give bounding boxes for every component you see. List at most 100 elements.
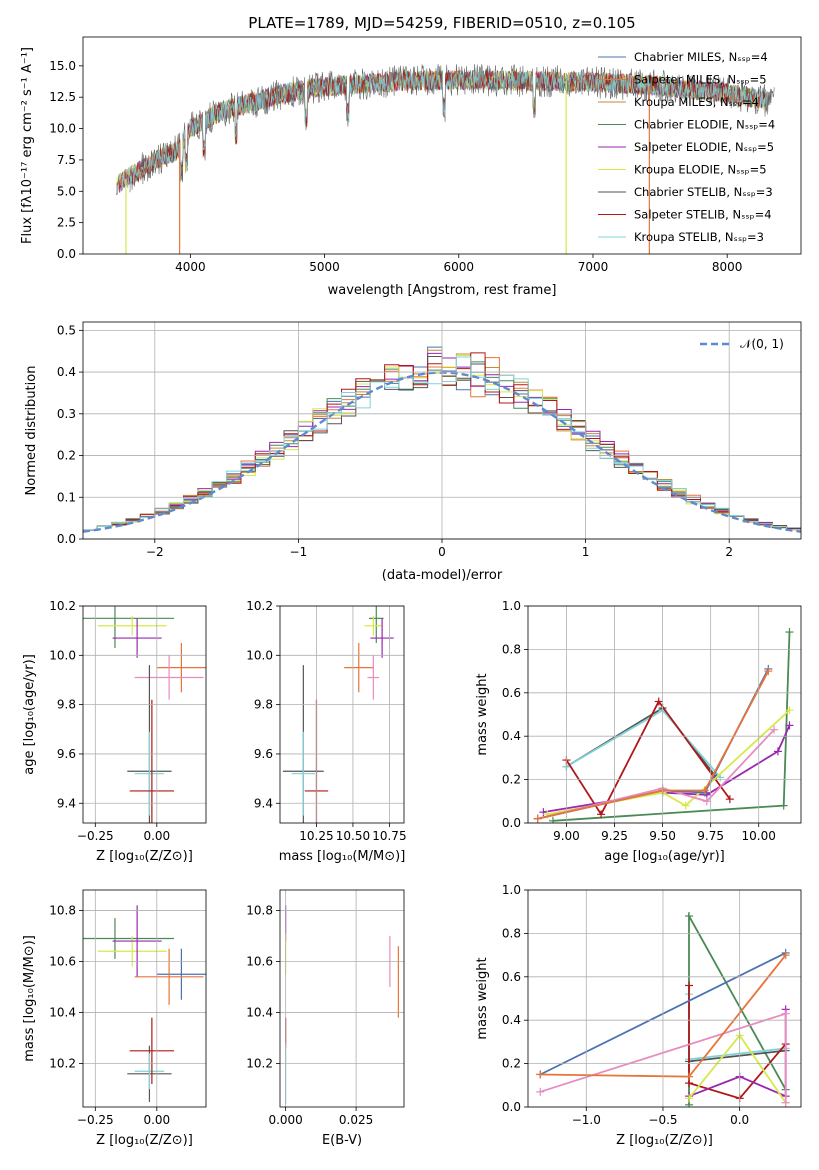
legend-entry: Salpeter MILES, Nₛₛₚ=5: [634, 73, 767, 87]
mass-weight-line: [537, 670, 770, 820]
x-tick-label: 9.25: [601, 829, 628, 843]
legend-entry: Kroupa STELIB, Nₛₛₚ=3: [634, 230, 764, 244]
y-tick-label: 7.5: [57, 153, 76, 167]
y-tick-label: 10.2: [246, 599, 273, 613]
legend-entry: Kroupa MILES, Nₛₛₚ=4: [634, 95, 759, 109]
y-tick-label: 1.0: [502, 883, 521, 897]
x-tick-label: −1.0: [572, 1113, 601, 1127]
x-tick-label: 10.50: [336, 829, 370, 843]
x-axis-label: wavelength [Angstrom, rest frame]: [328, 283, 557, 298]
y-tick-label: 9.8: [254, 698, 273, 712]
y-tick-label: 10.0: [49, 122, 76, 136]
x-tick-label: 0.025: [339, 1113, 373, 1127]
x-tick-label: 7000: [578, 260, 609, 274]
x-tick-label: −2: [146, 545, 164, 559]
y-axis-label: Normed distribution: [24, 366, 39, 496]
x-tick-label: −0.25: [77, 829, 114, 843]
mass-vs-extinction-panel: 0.000 0.025 10.2 10.4 10.6 10.8 E(B-V): [246, 889, 405, 1148]
plot-area: [83, 606, 206, 823]
age-vs-mass-panel: 10.25 10.50 10.75 9.4 9.6 9.8 10.0 10.2 mass [lo…: [246, 599, 406, 864]
y-tick-label: 0.2: [57, 449, 76, 463]
age-vs-metallicity-panel: −0.25 0.00 9.4 9.6 9.8 10.0 10.2 Z [log₁₀(Z/Z⊙)…: [22, 599, 207, 864]
y-tick-label: 9.4: [57, 796, 76, 810]
y-tick-label: 10.0: [246, 648, 273, 662]
y-tick-label: 10.2: [246, 1057, 273, 1071]
y-tick-label: 15.0: [49, 59, 76, 73]
x-axis-label: E(B-V): [322, 1133, 362, 1148]
legend-entry: Salpeter ELODIE, Nₛₛₚ=5: [634, 140, 774, 154]
y-axis-label: mass weight: [475, 957, 490, 1039]
y-tick-label: 9.6: [254, 747, 273, 761]
y-tick-label: 10.4: [49, 1006, 76, 1020]
mass-weight-vs-metallicity-panel: −1.0 −0.5 0.0 0.0 0.2 0.4 0.6 0.8 1.0 Z [log₁₀(Z/…: [475, 883, 802, 1148]
axes-frame: [82, 321, 802, 540]
axes-frame: [279, 605, 405, 824]
y-tick-label: 0.3: [57, 407, 76, 421]
y-tick-label: 0.2: [502, 773, 521, 787]
axes-frame: [279, 889, 405, 1108]
y-tick-label: 0.6: [502, 970, 521, 984]
legend-entry: Kroupa ELODIE, Nₛₛₚ=5: [634, 163, 767, 177]
y-tick-label: 10.2: [49, 1057, 76, 1071]
y-tick-label: 0.2: [502, 1057, 521, 1071]
axes-frame: [527, 605, 802, 824]
x-tick-label: 10.75: [372, 829, 406, 843]
x-tick-label: 5000: [309, 260, 340, 274]
y-tick-label: 9.8: [57, 698, 76, 712]
x-axis-label: Z [log₁₀(Z/Z⊙)]: [616, 1133, 713, 1148]
x-tick-label: 0: [438, 545, 446, 559]
mass-weight-vs-age-panel: 9.00 9.25 9.50 9.75 10.00 0.0 0.2 0.4 0.6 0.8 1.0 a…: [475, 599, 802, 864]
y-tick-label: 10.6: [246, 954, 273, 968]
x-tick-label: 2: [725, 545, 733, 559]
legend-entry: Salpeter STELIB, Nₛₛₚ=4: [634, 208, 772, 222]
y-tick-label: 10.8: [246, 903, 273, 917]
spectrum-panel: 4000 5000 6000 7000 8000 0.0 2.5 5.0 7.5 10.0 12.5…: [20, 36, 802, 298]
y-tick-label: 0.0: [57, 247, 76, 261]
y-tick-label: 0.1: [57, 490, 76, 504]
y-tick-label: 2.5: [57, 216, 76, 230]
legend-entry: Chabrier STELIB, Nₛₛₚ=3: [634, 185, 773, 199]
y-tick-label: 0.8: [502, 642, 521, 656]
y-tick-label: 9.4: [254, 796, 273, 810]
x-tick-label: 10.00: [742, 829, 776, 843]
x-axis-label: mass [log₁₀(M/M⊙)]: [279, 849, 406, 864]
y-axis-label: age [log₁₀(age/yr)]: [22, 654, 37, 775]
y-tick-label: 0.0: [502, 1100, 521, 1114]
x-tick-label: 0.00: [143, 1113, 170, 1127]
y-tick-label: 10.4: [246, 1006, 273, 1020]
y-axis-label: mass weight: [475, 673, 490, 755]
x-tick-label: 1: [582, 545, 590, 559]
mass-weight-line: [537, 729, 775, 820]
y-tick-label: 10.6: [49, 954, 76, 968]
y-tick-label: 0.4: [502, 1013, 521, 1027]
y-tick-label: 10.8: [49, 903, 76, 917]
plot-area: [83, 905, 206, 1102]
legend-entry: 𝒩(0, 1): [740, 337, 784, 351]
x-axis-label: age [log₁₀(age/yr)]: [604, 849, 725, 864]
axes-frame: [82, 605, 207, 824]
x-tick-label: −1: [290, 545, 308, 559]
x-tick-label: 9.00: [553, 829, 580, 843]
axes-frame: [82, 36, 802, 255]
axes-frame: [82, 889, 207, 1108]
x-tick-label: 0.0: [730, 1113, 749, 1127]
mass-vs-metallicity-panel: −0.25 0.00 10.2 10.4 10.6 10.8 Z [log₁₀(Z/Z⊙)]…: [22, 889, 207, 1148]
y-tick-label: 0.5: [57, 323, 76, 337]
y-tick-label: 0.6: [502, 686, 521, 700]
y-tick-label: 9.6: [57, 747, 76, 761]
y-tick-label: 10.0: [49, 648, 76, 662]
x-axis-label: Z [log₁₀(Z/Z⊙)]: [96, 1133, 193, 1148]
mass-weight-line: [688, 985, 787, 1100]
y-tick-label: 0.4: [57, 365, 76, 379]
mass-weight-line: [688, 1049, 786, 1063]
mass-weight-line: [565, 699, 731, 817]
x-tick-label: 9.50: [649, 829, 676, 843]
x-axis-label: Z [log₁₀(Z/Z⊙)]: [96, 849, 193, 864]
x-tick-label: 6000: [444, 260, 475, 274]
axes-frame: [527, 889, 802, 1108]
residual-histogram-panel: −2 −1 0 1 2 0.0 0.1 0.2 0.3 0.4 0.5 (data-model)/er…: [24, 321, 802, 583]
x-tick-label: 8000: [712, 260, 743, 274]
spectrum-title: PLATE=1789, MJD=54259, FIBERID=0510, z=0…: [248, 14, 635, 32]
y-tick-label: 0.0: [502, 816, 521, 830]
